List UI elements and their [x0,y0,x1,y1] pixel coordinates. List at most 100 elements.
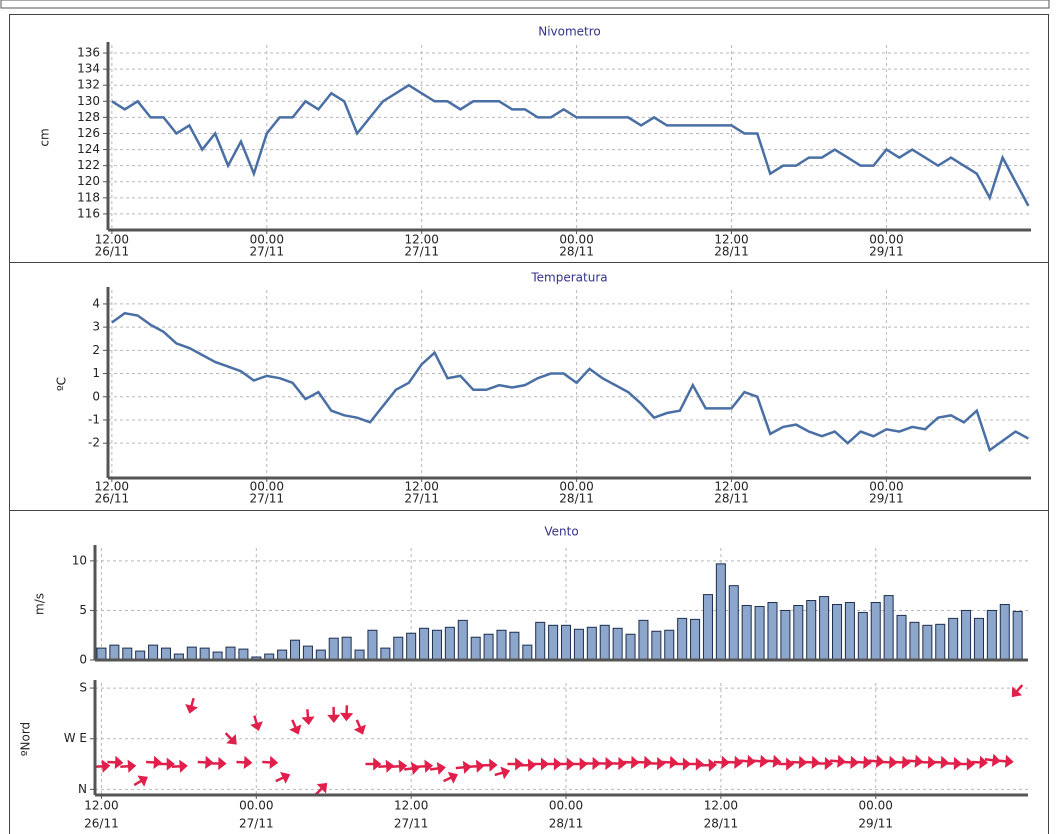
bar [573,628,584,661]
bar [999,603,1010,661]
bar [935,623,946,661]
bar [806,600,817,661]
y-tick-label: 5 [79,603,87,617]
wind-arrow [597,756,614,771]
x-tick-label: 00.00 [559,480,593,494]
x-tick-date: 28/11 [704,817,739,831]
wind-arrow [739,754,756,768]
wind-arrow [520,758,537,772]
wind-arrow [236,755,253,769]
wind-arrow [404,761,421,775]
x-tick-date: 26/11 [95,245,130,259]
wind-arrow [959,757,976,771]
wind-arrow [971,755,988,769]
wind-arrow [120,759,137,773]
bar [535,621,546,661]
bar [548,624,559,661]
bar [638,619,649,661]
bar [909,621,920,661]
panel-nivometro [9,14,1049,263]
wind-arrow [662,755,679,769]
bar [148,644,159,661]
chart-title: Temperatura [530,271,607,285]
wind-arrow [546,757,563,771]
y-tick-label: 124 [77,142,100,156]
wind-arrow [107,755,124,769]
x-tick-date: 27/11 [249,245,284,259]
x-tick-date: 29/11 [869,492,904,506]
wind-arrow [623,755,640,769]
bar [406,632,417,661]
y-tick-label: 130 [77,94,100,108]
bar [109,644,120,661]
wind-arrow [855,755,872,769]
x-tick-date: 27/11 [404,245,439,259]
wind-arrow [262,755,279,769]
y-tick-label: N [78,782,87,796]
y-tick-label: -2 [88,436,100,450]
bar [483,633,494,661]
wind-arrow [1011,684,1024,698]
bar [470,636,481,661]
bar [728,585,739,661]
wind-arrow [817,756,834,771]
bar [367,629,378,661]
wind-arrow [636,755,653,769]
wind-arrow [171,759,188,773]
bar [883,595,894,661]
bar [186,646,197,661]
bar [302,645,313,661]
y-tick-label: S [79,681,87,695]
wind-arrow [314,783,328,796]
bar [690,618,701,661]
wind-arrow [340,705,354,722]
bar [238,648,249,661]
bar [444,626,455,661]
wind-arrow [868,754,885,768]
bar [986,609,997,661]
data-line [111,83,1030,207]
y-tick-label: 3 [92,320,100,334]
wind-arrow [675,757,692,771]
x-tick-label: 12.00 [714,480,748,494]
wind-arrow [468,759,485,773]
wind-arrow [494,766,511,780]
bar [819,596,830,661]
wind-arrow [842,755,859,769]
wind-arrow [778,757,795,771]
wind-arrow [289,719,302,735]
wind-arrow [301,709,315,726]
wind-arrow [210,756,227,771]
wind-arrow [429,761,446,775]
wind-arrow [533,757,550,771]
y-tick-label: 118 [77,190,100,204]
bar [561,624,572,661]
y-axis-label: ºC [55,377,69,391]
y-tick-label: 134 [77,62,100,76]
x-tick-label: 00.00 [869,233,903,247]
wind-arrow [584,756,601,771]
x-tick-label: 12.00 [394,799,428,813]
bar [948,617,959,661]
bar [870,602,881,661]
y-tick-label: 2 [92,343,100,357]
bar [496,629,507,661]
bar [625,633,636,661]
x-tick-date: 28/11 [559,245,594,259]
wind-arrow [804,755,821,769]
wind-arrow [649,756,666,771]
y-tick-label: 120 [77,174,100,188]
wind-arrow [146,755,163,769]
bar [419,627,430,661]
y-tick-label: 0 [79,653,87,667]
x-tick-label: 12.00 [84,799,118,813]
bar [393,636,404,661]
wind-arrow [829,754,846,768]
y-tick-label: 128 [77,110,100,124]
y-tick-label: W E [64,731,87,745]
wind-arrow [765,754,782,768]
x-tick-label: 12.00 [95,233,129,247]
wind-arrow [224,732,237,745]
x-tick-label: 12.00 [95,480,129,494]
